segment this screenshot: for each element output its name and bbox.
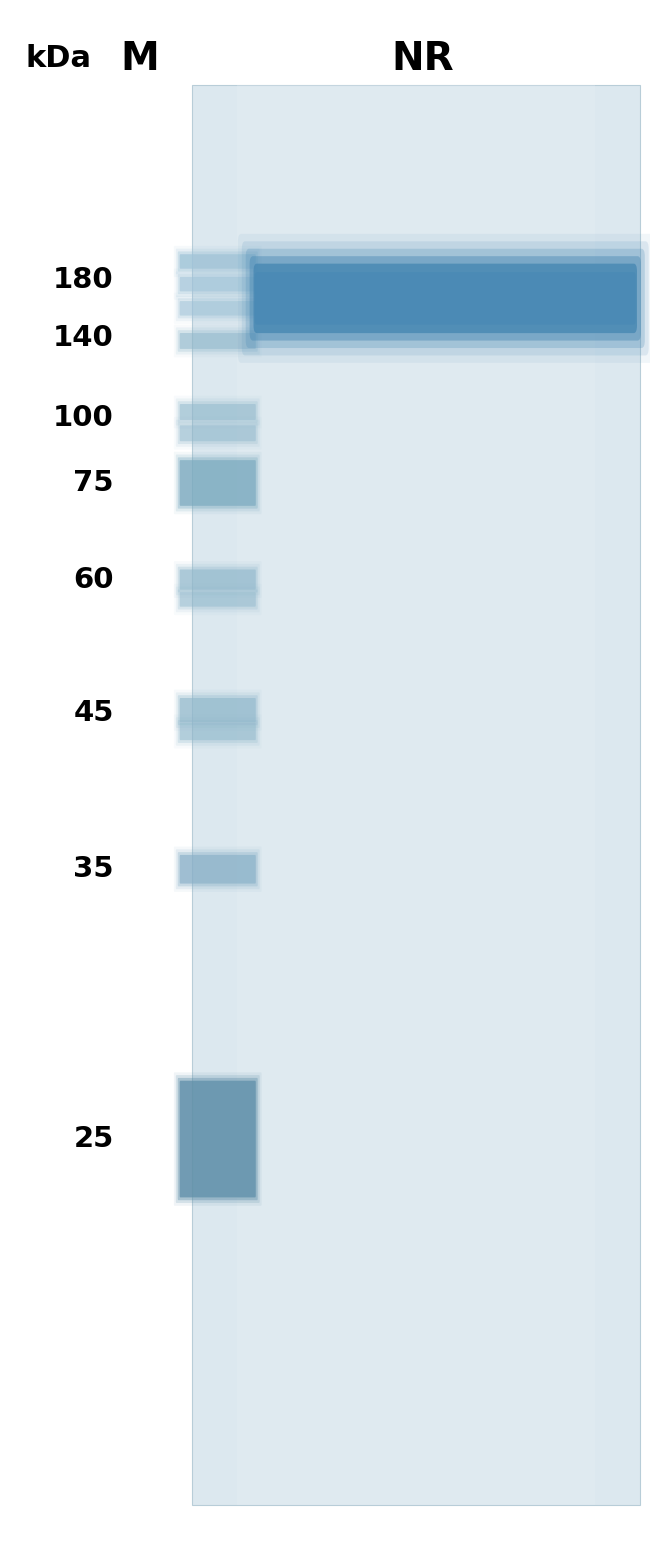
Bar [237, 85, 595, 1505]
FancyBboxPatch shape [176, 248, 260, 275]
FancyBboxPatch shape [255, 272, 636, 324]
FancyBboxPatch shape [178, 251, 257, 272]
FancyBboxPatch shape [176, 563, 260, 596]
FancyBboxPatch shape [176, 419, 260, 447]
FancyBboxPatch shape [179, 404, 256, 421]
FancyBboxPatch shape [176, 1076, 260, 1203]
FancyBboxPatch shape [179, 276, 256, 292]
FancyBboxPatch shape [179, 723, 256, 740]
FancyBboxPatch shape [179, 855, 256, 883]
FancyBboxPatch shape [174, 293, 261, 324]
FancyBboxPatch shape [174, 689, 261, 731]
FancyBboxPatch shape [179, 255, 256, 268]
FancyBboxPatch shape [174, 846, 261, 892]
Text: 180: 180 [53, 265, 114, 293]
Text: 25: 25 [73, 1125, 114, 1153]
FancyBboxPatch shape [176, 455, 260, 512]
FancyBboxPatch shape [174, 417, 261, 450]
Text: 75: 75 [73, 469, 114, 497]
Text: 35: 35 [73, 855, 114, 883]
FancyBboxPatch shape [250, 256, 641, 340]
FancyBboxPatch shape [176, 717, 260, 747]
FancyBboxPatch shape [254, 264, 637, 334]
FancyBboxPatch shape [174, 562, 261, 598]
FancyBboxPatch shape [174, 714, 261, 748]
Text: 60: 60 [73, 565, 114, 593]
FancyBboxPatch shape [242, 241, 649, 355]
FancyBboxPatch shape [178, 331, 257, 352]
FancyBboxPatch shape [176, 327, 260, 354]
FancyBboxPatch shape [174, 1072, 261, 1206]
FancyBboxPatch shape [179, 1080, 256, 1198]
FancyBboxPatch shape [174, 396, 261, 428]
FancyBboxPatch shape [176, 849, 260, 889]
FancyBboxPatch shape [176, 692, 260, 728]
Text: 100: 100 [53, 404, 114, 431]
Text: M: M [120, 40, 159, 78]
FancyBboxPatch shape [178, 720, 257, 743]
FancyBboxPatch shape [238, 234, 650, 363]
FancyBboxPatch shape [179, 425, 256, 441]
Bar [192, 85, 640, 1505]
FancyBboxPatch shape [178, 422, 257, 444]
FancyBboxPatch shape [178, 402, 257, 422]
FancyBboxPatch shape [246, 248, 645, 348]
FancyBboxPatch shape [178, 566, 257, 593]
FancyBboxPatch shape [176, 399, 260, 425]
FancyBboxPatch shape [179, 570, 256, 590]
FancyBboxPatch shape [174, 324, 261, 357]
Text: NR: NR [391, 40, 454, 78]
FancyBboxPatch shape [179, 301, 256, 315]
FancyBboxPatch shape [178, 1079, 257, 1200]
FancyBboxPatch shape [174, 452, 261, 514]
FancyBboxPatch shape [176, 295, 260, 321]
FancyBboxPatch shape [174, 584, 261, 615]
FancyBboxPatch shape [179, 459, 256, 506]
FancyBboxPatch shape [178, 852, 257, 886]
FancyBboxPatch shape [178, 590, 257, 610]
FancyBboxPatch shape [179, 593, 256, 607]
FancyBboxPatch shape [179, 334, 256, 349]
FancyBboxPatch shape [179, 698, 256, 722]
FancyBboxPatch shape [178, 458, 257, 509]
FancyBboxPatch shape [176, 272, 260, 296]
Text: kDa: kDa [25, 45, 92, 73]
FancyBboxPatch shape [178, 275, 257, 295]
FancyBboxPatch shape [174, 245, 261, 278]
Text: 45: 45 [73, 698, 114, 726]
FancyBboxPatch shape [178, 695, 257, 725]
Text: 140: 140 [53, 324, 114, 352]
FancyBboxPatch shape [176, 587, 260, 611]
FancyBboxPatch shape [178, 298, 257, 318]
FancyBboxPatch shape [174, 268, 261, 300]
